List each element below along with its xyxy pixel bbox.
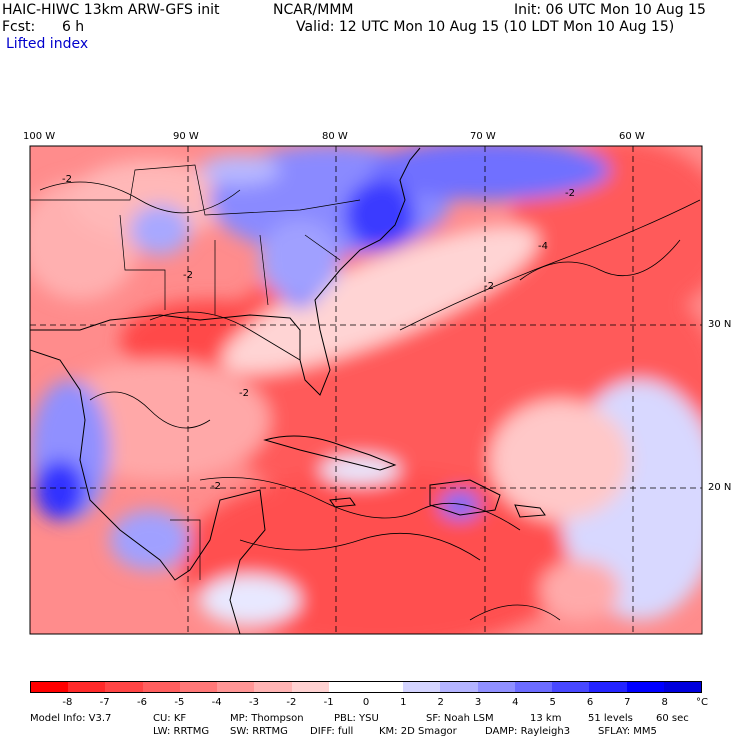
contour-label: -2 [211,481,221,492]
colorbar-tick-label: 7 [624,697,631,708]
colorbar-tick-label: -8 [62,697,73,708]
colorbar-tick-label: -7 [99,697,110,708]
colorbar-tick-label: 2 [437,697,444,708]
eddy-setting: KM: 2D Smagor [379,726,457,737]
grid-resolution: 13 km [530,713,562,724]
timestep: 60 sec [656,713,689,724]
colorbar-tick-label: -6 [137,697,147,708]
damping-setting: DAMP: Rayleigh3 [485,726,571,737]
colorbar-unit: °C [696,697,708,708]
colorbar [30,681,702,693]
init-time: Init: 06 UTC Mon 10 Aug 15 [514,2,706,18]
contour-label: -2 [484,281,494,292]
colorbar-swatch [552,682,590,692]
lon-label: 100 W [23,131,56,142]
map-frame [29,145,703,635]
colorbar-swatch [217,682,255,692]
model-info: Model Info: V3.7 [30,713,112,724]
contour-lines [39,181,701,621]
colorbar-tick-label: -1 [323,697,334,708]
lon-label: 90 W [173,131,199,142]
forecast-hour: Fcst: 6 h [2,19,85,35]
political-borders [30,164,361,580]
valid-time: Valid: 12 UTC Mon 10 Aug 15 (10 LDT Mon … [296,19,675,35]
colorbar-swatch [291,682,329,692]
colorbar-tick-label: -3 [249,697,259,708]
colorbar-swatch [254,682,292,692]
model-title: HAIC-HIWC 13km ARW-GFS init [2,2,220,18]
lat-label: 20 N [708,482,732,493]
colorbar-swatch [626,682,664,692]
colorbar-swatch [105,682,143,692]
surface-scheme: SF: Noah LSM [426,713,494,724]
contour-label: -2 [565,188,575,199]
colorbar-swatch [663,682,701,692]
org-label: NCAR/MMM [273,2,354,18]
pbl-scheme: PBL: YSU [334,713,379,724]
surface-layer-scheme: SFLAY: MM5 [598,726,657,737]
cumulus-scheme: CU: KF [153,713,187,724]
contour-label: -2 [183,270,193,281]
field-name: Lifted index [6,36,89,52]
colorbar-tick-label: 4 [512,697,519,708]
lat-lon-grid [30,146,702,634]
colorbar-tick-label: -4 [211,697,222,708]
lon-label: 70 W [470,131,496,142]
colorbar-swatch [365,682,404,692]
colorbar-swatch [589,682,627,692]
colorbar-swatch [328,682,366,692]
lat-label: 30 N [708,319,732,330]
colorbar-tick-label: 1 [400,697,407,708]
colorbar-swatch [68,682,106,692]
colorbar-swatch [440,682,478,692]
colorbar-tick-label: 3 [474,697,482,708]
colorbar-tick-label: 6 [586,697,594,708]
colorbar-swatch [514,682,553,692]
field-shading [30,146,702,634]
colorbar-tick-label: -5 [174,697,185,708]
longwave-scheme: LW: RRTMG [153,726,210,737]
contour-label: -4 [538,241,548,252]
colorbar-tick-label: -2 [286,697,297,708]
colorbar-swatch [31,682,69,692]
shortwave-scheme: SW: RRTMG [230,726,288,737]
colorbar-tick-label: 5 [549,697,556,708]
colorbar-swatch [403,682,441,692]
lon-label: 60 W [619,131,645,142]
colorbar-tick-label: 0 [362,697,370,708]
colorbar-ticks: -8 -7 -6 -5 -4 -3 -2 -1 0 1 2 3 4 5 6 7 8 [30,697,702,709]
contour-label: -2 [62,174,72,185]
colorbar-swatch [477,682,515,692]
diffusion-setting: DIFF: full [310,726,354,737]
microphysics-scheme: MP: Thompson [230,713,304,724]
contour-label: -2 [239,388,249,399]
colorbar-swatch [179,682,218,692]
colorbar-tick-label: 8 [661,697,668,708]
coastlines [30,147,546,634]
lon-label: 80 W [322,131,348,142]
colorbar-swatch [142,682,180,692]
vertical-levels: 51 levels [588,713,633,724]
